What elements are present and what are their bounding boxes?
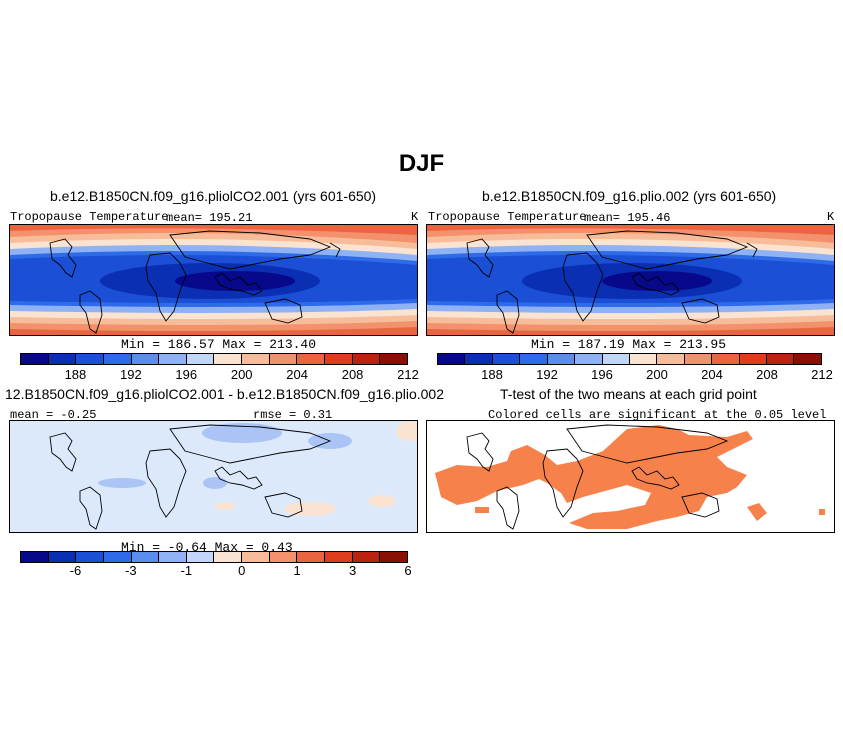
panel-2-colorbar-swatch (465, 354, 493, 364)
panel-1-variable: Tropopause Temperature (10, 210, 169, 224)
panel-1-colorbar-swatch (131, 354, 160, 364)
panel-3-colorbar-ticks: -6 -3 -1 0 1 3 6 (20, 563, 412, 579)
panel-1-title: b.e12.B1850CN.f09_g16.pliolCO2.001 (yrs … (50, 188, 377, 204)
panel-3-mean: mean = -0.25 (10, 408, 97, 422)
panel-3-colorbar-swatch (131, 552, 160, 562)
panel-3-colorbar-swatch (242, 552, 270, 562)
panel-3-colorbar-swatch (269, 552, 298, 562)
panel-1-colorbar-swatch (297, 354, 326, 364)
panel-1-colorbar-swatch (186, 354, 215, 364)
panel-1-colorbar-swatch (325, 354, 353, 364)
panel-2-colorbar (437, 353, 822, 365)
panel-2-colorbar-tick-label: 188 (481, 367, 503, 382)
panel-2-colorbar-tick-label: 200 (646, 367, 668, 382)
panel-3-colorbar-tick-label: 6 (404, 563, 412, 578)
panel-3-colorbar-swatch (76, 552, 104, 562)
panel-1-units: K (411, 210, 419, 224)
panel-1-colorbar-ticks: 188 192 196 200 204 208 212 (20, 367, 419, 383)
panel-3-colorbar-tick-label: -3 (125, 563, 137, 578)
panel-2-colorbar-tick-label: 212 (811, 367, 833, 382)
panel-3-colorbar-tick-label: -1 (180, 563, 193, 578)
panel-3-colorbar (20, 551, 408, 563)
panel-2-colorbar-swatch (712, 354, 740, 364)
panel-2-colorbar-swatch (657, 354, 685, 364)
panel-2-minmax: Min = 187.19 Max = 213.95 (531, 337, 727, 352)
panel-1-colorbar-tick-label: 188 (64, 367, 87, 382)
figure-title: DJF (398, 150, 445, 177)
panel-4-map (426, 420, 835, 533)
panel-1-colorbar (20, 353, 408, 365)
panel-3-colorbar-tick-label: -6 (69, 563, 82, 578)
panel-1-colorbar-tick-label: 200 (230, 367, 253, 382)
panel-2-units: K (827, 210, 835, 224)
panel-2-colorbar-tick-label: 208 (756, 367, 778, 382)
panel-3-colorbar-swatch (352, 552, 381, 562)
panel-1-colorbar-swatch (48, 354, 77, 364)
panel-1-map (9, 224, 418, 336)
panel-3-colorbar-tick-label: 0 (238, 563, 246, 578)
panel-1-colorbar-swatch (76, 354, 104, 364)
panel-2-variable: Tropopause Temperature (428, 210, 587, 224)
panel-1-colorbar-tick-label: 192 (119, 367, 142, 382)
panel-1-mean: mean= 195.21 (166, 211, 253, 225)
panel-2-colorbar-swatch (575, 354, 603, 364)
panel-2-title: b.e12.B1850CN.f09_g16.plio.002 (yrs 601-… (482, 188, 777, 204)
panel-3-title: 12.B1850CN.f09_g16.pliolCO2.001 - b.e12.… (5, 386, 444, 402)
panel-2-colorbar-swatch (492, 354, 521, 364)
panel-3-colorbar-swatch (297, 552, 326, 562)
panel-4-field (427, 421, 834, 532)
panel-1-colorbar-tick-label: 196 (175, 367, 198, 382)
panel-1-colorbar-tick-label: 208 (341, 367, 364, 382)
panel-2-colorbar-swatch (547, 354, 576, 364)
panel-2-colorbar-tick-label: 192 (536, 367, 558, 382)
panel-3-rmse: rmse = 0.31 (253, 408, 333, 422)
panel-1-colorbar-swatch (242, 354, 270, 364)
panel-2-mean: mean= 195.46 (584, 211, 671, 225)
panel-3-colorbar-tick-label: 1 (293, 563, 301, 578)
panel-1-colorbar-swatch (214, 354, 243, 364)
panel-1-minmax: Min = 186.57 Max = 213.40 (121, 337, 317, 352)
panel-3-colorbar-tick-label: 3 (348, 563, 357, 578)
panel-1-colorbar-swatch (269, 354, 298, 364)
panel-1-colorbar-swatch (352, 354, 381, 364)
panel-1-colorbar-swatch (21, 354, 49, 364)
panel-2-colorbar-swatch (438, 354, 466, 364)
panel-1-field (10, 225, 417, 335)
panel-3-field (10, 421, 417, 532)
panel-1-colorbar-tick-label: 204 (286, 367, 308, 382)
panel-2-colorbar-swatch (739, 354, 768, 364)
panel-4-subtitle: Colored cells are significant at the 0.0… (488, 408, 827, 422)
panel-3-colorbar-swatch (48, 552, 77, 562)
panel-2-colorbar-swatch (520, 354, 548, 364)
panel-2-colorbar-swatch (794, 354, 821, 364)
panel-3-colorbar-swatch (186, 552, 215, 562)
panel-2-colorbar-tick-label: 196 (591, 367, 613, 382)
panel-1-colorbar-swatch (380, 354, 407, 364)
panel-4-title: T-test of the two means at each grid poi… (500, 386, 757, 402)
panel-2-field (427, 225, 834, 335)
panel-1-colorbar-swatch (159, 354, 187, 364)
panel-3-map (9, 420, 418, 533)
panel-3-colorbar-swatch (214, 552, 243, 562)
panel-1-colorbar-tick-label: 212 (397, 367, 419, 382)
panel-2-colorbar-swatch (767, 354, 795, 364)
panel-1-colorbar-swatch (103, 354, 132, 364)
panel-3-colorbar-swatch (325, 552, 353, 562)
panel-2-colorbar-tick-label: 204 (701, 367, 723, 382)
panel-3-colorbar-swatch (159, 552, 187, 562)
panel-2-colorbar-ticks: 188 192 196 200 204 208 212 (437, 367, 833, 383)
panel-2-colorbar-swatch (629, 354, 658, 364)
panel-2-colorbar-swatch (602, 354, 630, 364)
panel-3-colorbar-swatch (380, 552, 407, 562)
panel-3-colorbar-swatch (21, 552, 49, 562)
panel-3-colorbar-swatch (103, 552, 132, 562)
panel-2-colorbar-swatch (684, 354, 713, 364)
panel-2-map (426, 224, 835, 336)
